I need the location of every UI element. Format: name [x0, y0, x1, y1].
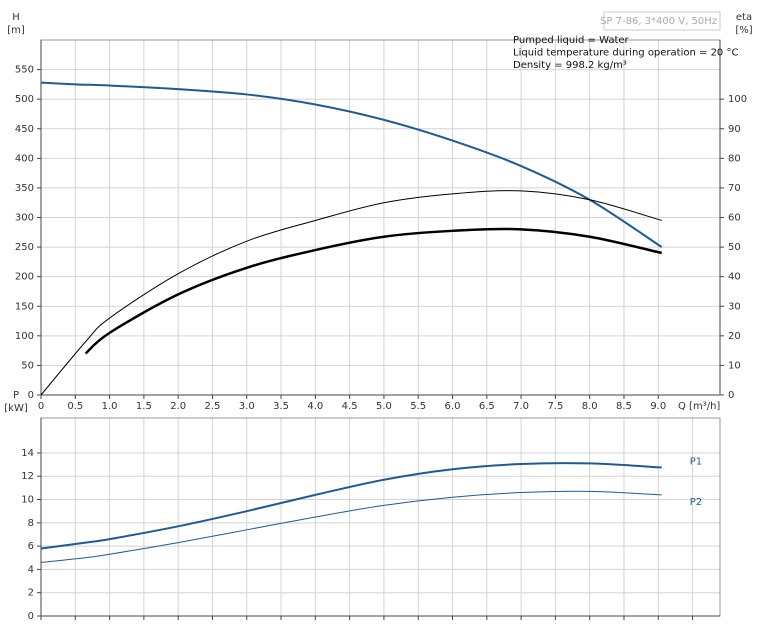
x-tick-label: 5.0 — [376, 401, 392, 412]
x-tick-label: 9.0 — [650, 401, 666, 412]
x-tick-label: 8.5 — [616, 401, 632, 412]
x-tick-label: 4.0 — [307, 401, 323, 412]
y-tick-label: 250 — [15, 242, 34, 253]
y-tick-label: 4 — [28, 564, 34, 575]
y-tick-label: 550 — [15, 65, 34, 76]
chart-title: SP 7-86, 3*400 V, 50Hz — [600, 16, 717, 27]
y-axis-unit: [m] — [7, 25, 25, 36]
title-box — [603, 11, 721, 31]
y-tick-label: 10 — [21, 495, 34, 506]
x-tick-label: 3.0 — [239, 401, 255, 412]
x-tick-label: 6.0 — [445, 401, 461, 412]
x-tick-label: 7.0 — [513, 401, 529, 412]
annotation: Liquid temperature during operation = 20… — [513, 48, 738, 59]
y-tick-label: 6 — [28, 541, 34, 552]
y-tick-label: 300 — [15, 213, 34, 224]
y-tick-label: 8 — [28, 518, 34, 529]
y-tick-label: 0 — [28, 611, 34, 622]
plot-area — [41, 418, 720, 616]
x-tick-label: 5.5 — [410, 401, 426, 412]
y-tick-label: 50 — [21, 360, 34, 371]
y-tick-label: 350 — [15, 183, 34, 194]
y2-tick-label: 10 — [728, 360, 741, 371]
series-label: P2 — [690, 497, 702, 508]
x-tick-label: 8.0 — [582, 401, 598, 412]
y2-axis-label: eta — [736, 12, 752, 23]
y2-tick-label: 0 — [728, 390, 734, 401]
annotation: Pumped liquid = Water — [513, 35, 630, 46]
y2-tick-label: 20 — [728, 331, 741, 342]
y-tick-label: 2 — [28, 588, 34, 599]
y-axis-label: H — [12, 12, 20, 23]
x-tick-label: 2.0 — [170, 401, 186, 412]
x-tick-label: 6.5 — [479, 401, 495, 412]
y-tick-label: 200 — [15, 272, 34, 283]
curve — [40, 462, 662, 550]
curve — [40, 490, 662, 563]
y2-tick-label: 70 — [728, 183, 741, 194]
curve — [40, 81, 663, 248]
y-axis-unit: [kW] — [4, 403, 28, 414]
x-axis-label: Q [m³/h] — [678, 401, 720, 412]
x-tick-label: 0 — [38, 401, 44, 412]
y-tick-label: 500 — [15, 94, 34, 105]
y2-tick-label: 100 — [728, 94, 747, 105]
y-tick-label: 0 — [28, 390, 34, 401]
x-tick-label: 7.5 — [547, 401, 563, 412]
y2-tick-label: 60 — [728, 213, 741, 224]
y2-tick-label: 80 — [728, 153, 741, 164]
y-axis-label: P — [13, 390, 19, 401]
y2-tick-label: 40 — [728, 272, 741, 283]
y-tick-label: 400 — [15, 153, 34, 164]
curve — [84, 227, 662, 355]
y2-axis-unit: [%] — [735, 25, 752, 36]
x-tick-label: 1.0 — [102, 401, 118, 412]
y-tick-label: 100 — [15, 331, 34, 342]
curve — [40, 190, 662, 396]
y-tick-label: 150 — [15, 301, 34, 312]
y-tick-label: 12 — [21, 471, 34, 482]
x-tick-label: 1.5 — [136, 401, 152, 412]
x-tick-label: 2.5 — [205, 401, 221, 412]
x-tick-label: 0.5 — [67, 401, 83, 412]
y2-tick-label: 50 — [728, 242, 741, 253]
y-tick-label: 14 — [21, 448, 34, 459]
x-tick-label: 4.5 — [342, 401, 358, 412]
x-tick-label: 3.5 — [273, 401, 289, 412]
annotation: Density = 998.2 kg/m³ — [513, 60, 627, 71]
y-tick-label: 450 — [15, 124, 34, 135]
y2-tick-label: 30 — [728, 301, 741, 312]
y2-tick-label: 90 — [728, 124, 741, 135]
series-label: P1 — [690, 457, 702, 468]
